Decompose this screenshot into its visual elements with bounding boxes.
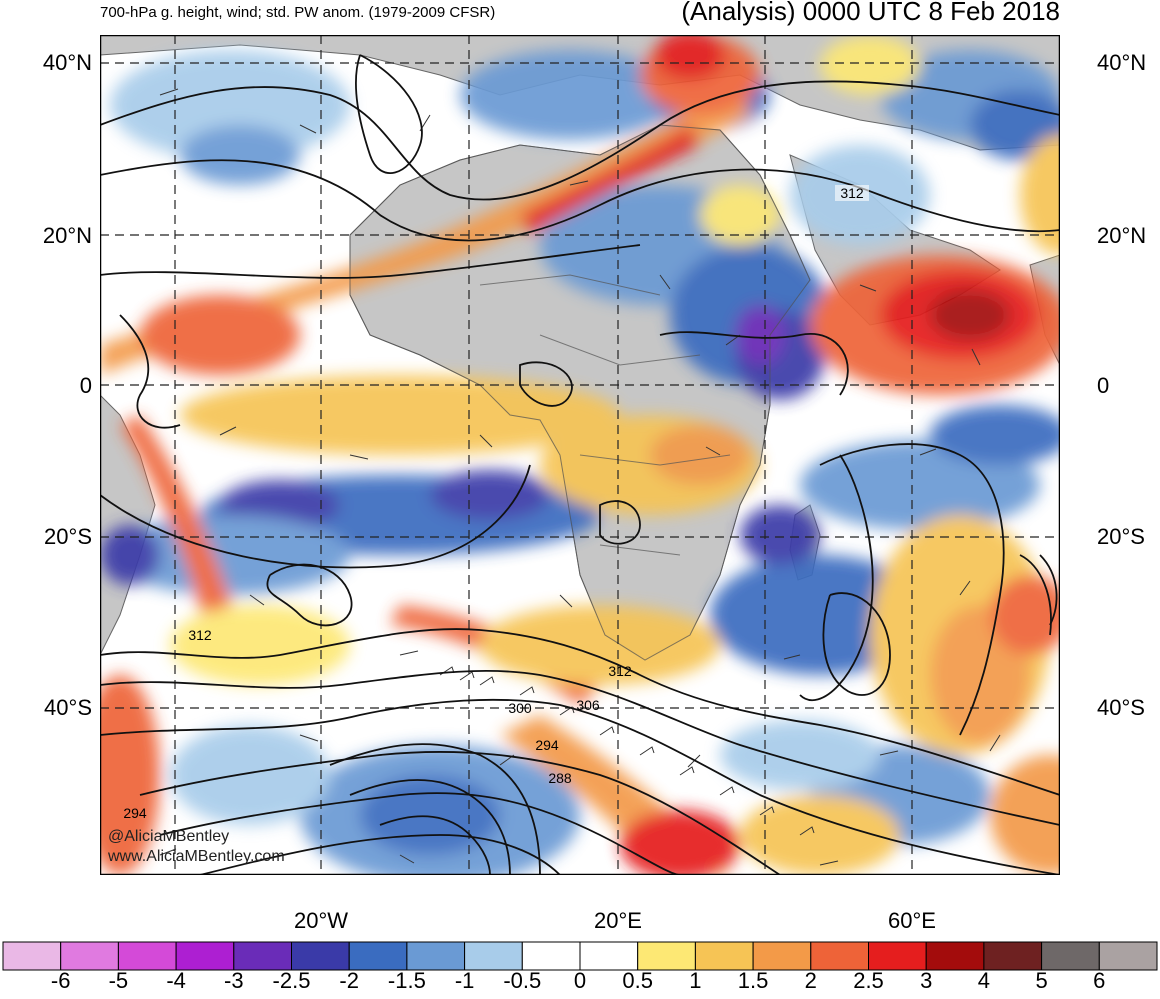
colorbar-swatch xyxy=(117,941,177,971)
lon-label-20e: 20°E xyxy=(594,908,642,933)
contour-label: 294 xyxy=(123,805,147,821)
colorbar-swatch xyxy=(2,941,62,971)
contour-label: 294 xyxy=(535,737,559,753)
colorbar-swatch xyxy=(175,941,235,971)
colorbar-swatch xyxy=(521,941,581,971)
colorbar-swatch xyxy=(406,941,466,971)
lat-label-20s-left: 20°S xyxy=(44,524,92,549)
colorbar-tick-label: -0.5 xyxy=(503,968,542,993)
right-title: (Analysis) 0000 UTC 8 Feb 2018 xyxy=(681,0,1060,26)
coastlines xyxy=(349,124,811,661)
wind-barbs xyxy=(159,88,1001,866)
colorbar-swatch xyxy=(637,941,696,971)
lat-label-40s-right: 40°S xyxy=(1097,695,1145,720)
colorbar-swatch xyxy=(233,941,293,971)
colorbar-swatch xyxy=(752,941,812,971)
colorbar xyxy=(2,941,1158,971)
colorbar-swatch xyxy=(868,941,927,971)
colorbar-tick-label: 0 xyxy=(573,968,587,993)
colorbar-swatch xyxy=(291,941,350,971)
left-title: 700-hPa g. height, wind; std. PW anom. (… xyxy=(100,4,496,21)
lat-lon-grid xyxy=(100,35,1060,875)
colorbar-swatch xyxy=(1098,941,1158,971)
lat-label-40s-left: 40°S xyxy=(44,695,92,720)
colorbar-swatch xyxy=(579,941,639,971)
colorbar-swatch xyxy=(694,941,754,971)
colorbar-tick-label: -6 xyxy=(50,968,71,993)
colorbar-swatch xyxy=(810,941,869,971)
lat-label-20n-left: 20°N xyxy=(42,223,92,248)
contour-label: 312 xyxy=(188,627,212,643)
colorbar-tick-label: 5 xyxy=(1035,968,1048,993)
contour-label: 306 xyxy=(576,697,600,713)
colorbar-swatch xyxy=(60,941,119,971)
colorbar-tick-label: 1.5 xyxy=(737,968,769,993)
watermark-handle: @AliciaMBentley xyxy=(108,828,230,845)
lat-label-20n-right: 20°N xyxy=(1097,223,1147,248)
pw-anomaly-fill xyxy=(100,35,1060,875)
height-contours xyxy=(100,54,1060,875)
colorbar-tick-label: 1 xyxy=(689,968,702,993)
lon-label-60e: 60°E xyxy=(888,908,936,933)
colorbar-tick-label: 4 xyxy=(977,968,991,993)
contour-label: 312 xyxy=(608,663,632,679)
contour-label: 312 xyxy=(840,185,864,201)
colorbar-tick-label: -1.5 xyxy=(387,968,426,993)
colorbar-swatch xyxy=(925,941,985,971)
colorbar-tick-label: -2 xyxy=(339,968,359,993)
colorbar-tick-label: 2.5 xyxy=(853,968,884,993)
contour-label: 300 xyxy=(508,700,532,716)
colorbar-swatch xyxy=(1041,941,1100,971)
map-frame xyxy=(100,35,1060,875)
lat-label-40n-right: 40°N xyxy=(1097,50,1147,75)
lat-label-40n-left: 40°N xyxy=(42,50,92,75)
colorbar-tick-label: 2 xyxy=(804,968,817,993)
colorbar-tick-label: -2.5 xyxy=(272,968,311,993)
colorbar-tick-label: -3 xyxy=(224,968,244,993)
contour-labels: 312 312 312 306 300 294 288 294 xyxy=(123,185,869,821)
colorbar-swatch xyxy=(464,941,523,971)
colorbar-tick-label: -5 xyxy=(108,968,129,993)
lat-label-20s-right: 20°S xyxy=(1097,524,1145,549)
colorbar-tick-label: 6 xyxy=(1093,968,1106,993)
colorbar-tick-label: -4 xyxy=(166,968,186,993)
lat-label-eq-left: 0 xyxy=(79,373,92,398)
colorbar-swatch xyxy=(348,941,408,971)
contour-label: 288 xyxy=(548,770,572,786)
colorbar-tick-label: -1 xyxy=(454,968,475,993)
colorbar-tick-label: 0.5 xyxy=(622,968,653,993)
watermark-url: www.AliciaMBentley.com xyxy=(108,848,285,865)
lon-label-20w: 20°W xyxy=(293,908,349,933)
lat-label-eq-right: 0 xyxy=(1097,373,1110,398)
pw-anomaly-map: 312 312 312 306 300 294 288 294 xyxy=(100,35,1060,875)
colorbar-tick-label: 3 xyxy=(920,968,933,993)
colorbar-swatch xyxy=(983,941,1043,971)
